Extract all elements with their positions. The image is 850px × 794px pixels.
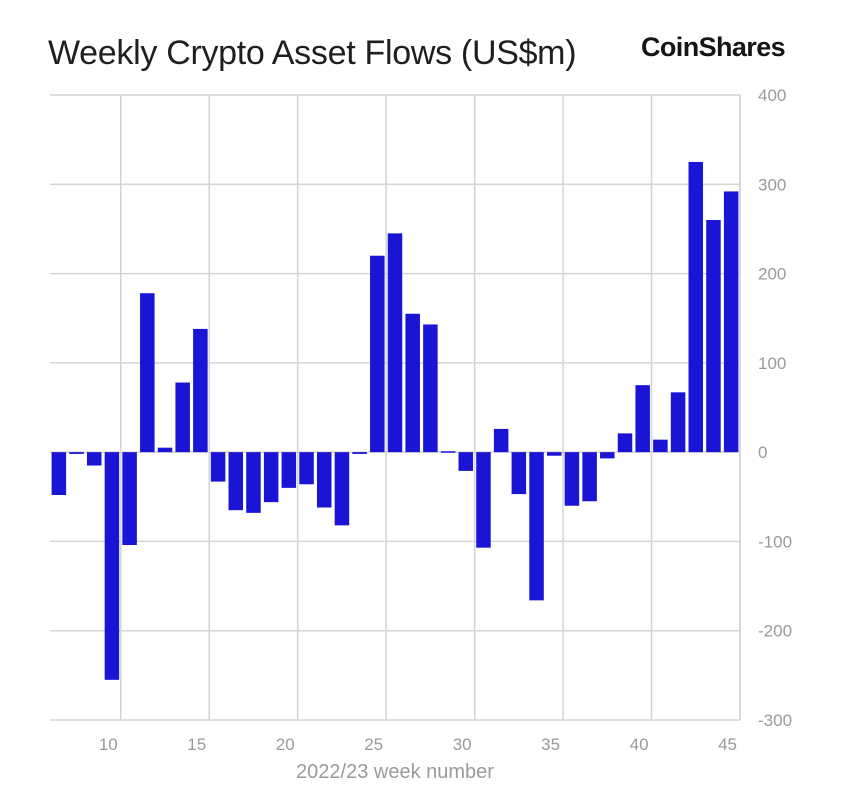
- bar-week-32: [493, 428, 509, 453]
- axis-labels: -300 -200 -100 0 100 200 300 400 10 15 20 25 30 35 40 4…: [99, 86, 792, 754]
- bar-week-45: [723, 191, 739, 453]
- chart-title: Weekly Crypto Asset Flows (US$m): [48, 34, 577, 72]
- bar-week-20: [281, 452, 297, 488]
- bar-week-33: [511, 452, 527, 495]
- bar-week-26: [387, 233, 403, 453]
- y-tick-label: -100: [758, 532, 792, 551]
- x-tick-label: 15: [187, 735, 206, 754]
- bar-week-14: [175, 382, 190, 453]
- bar-week-11: [122, 452, 137, 545]
- y-tick-label: -200: [758, 622, 792, 641]
- bar-week-24: [352, 452, 367, 454]
- x-tick-label: 40: [630, 735, 649, 754]
- bar-week-31: [476, 452, 491, 548]
- bar-week-9: [86, 452, 102, 466]
- y-tick-label: 0: [758, 443, 767, 462]
- x-tick-label: 30: [453, 735, 472, 754]
- bars: [51, 161, 739, 680]
- grid-lines: [50, 94, 741, 721]
- bar-week-21: [299, 452, 314, 485]
- x-tick-label: 25: [364, 735, 383, 754]
- x-axis-title: 2022/23 week number: [296, 761, 494, 783]
- x-tick-label: 10: [99, 735, 118, 754]
- bar-week-28: [423, 324, 438, 453]
- bar-week-40: [635, 385, 650, 453]
- y-tick-label: 300: [758, 175, 786, 194]
- bar-week-12: [140, 293, 155, 453]
- bar-week-29: [440, 451, 456, 453]
- bar-week-44: [706, 220, 721, 453]
- bar-week-38: [600, 452, 615, 459]
- bar-week-8: [69, 452, 84, 454]
- bar-week-15: [193, 328, 208, 453]
- bar-week-42: [670, 392, 686, 453]
- x-tick-label: 35: [541, 735, 560, 754]
- bar-week-18: [246, 452, 261, 513]
- bar-week-37: [582, 452, 597, 502]
- x-tick-label: 20: [276, 735, 295, 754]
- y-tick-label: -300: [758, 711, 792, 730]
- y-tick-label: 100: [758, 354, 786, 373]
- bar-week-19: [263, 452, 279, 503]
- bar-week-41: [653, 439, 668, 453]
- coinshares-logo: CoinShares: [641, 32, 786, 62]
- bar-week-13: [157, 447, 173, 453]
- bar-week-27: [405, 313, 420, 453]
- bar-week-10: [104, 452, 120, 680]
- x-tick-label: 45: [718, 735, 737, 754]
- bar-week-23: [334, 452, 350, 526]
- bar-week-43: [688, 161, 704, 453]
- bar-week-17: [228, 452, 244, 511]
- bar-week-34: [529, 452, 544, 601]
- y-tick-label: 200: [758, 265, 786, 284]
- bar-week-35: [546, 452, 562, 456]
- bar-week-16: [210, 452, 226, 482]
- bar-week-22: [316, 452, 332, 508]
- y-tick-label: 400: [758, 86, 786, 105]
- bar-week-25: [370, 255, 385, 453]
- bar-week-36: [564, 452, 580, 506]
- bar-week-39: [617, 433, 633, 453]
- bar-week-30: [458, 452, 474, 471]
- bar-week-7: [51, 452, 67, 495]
